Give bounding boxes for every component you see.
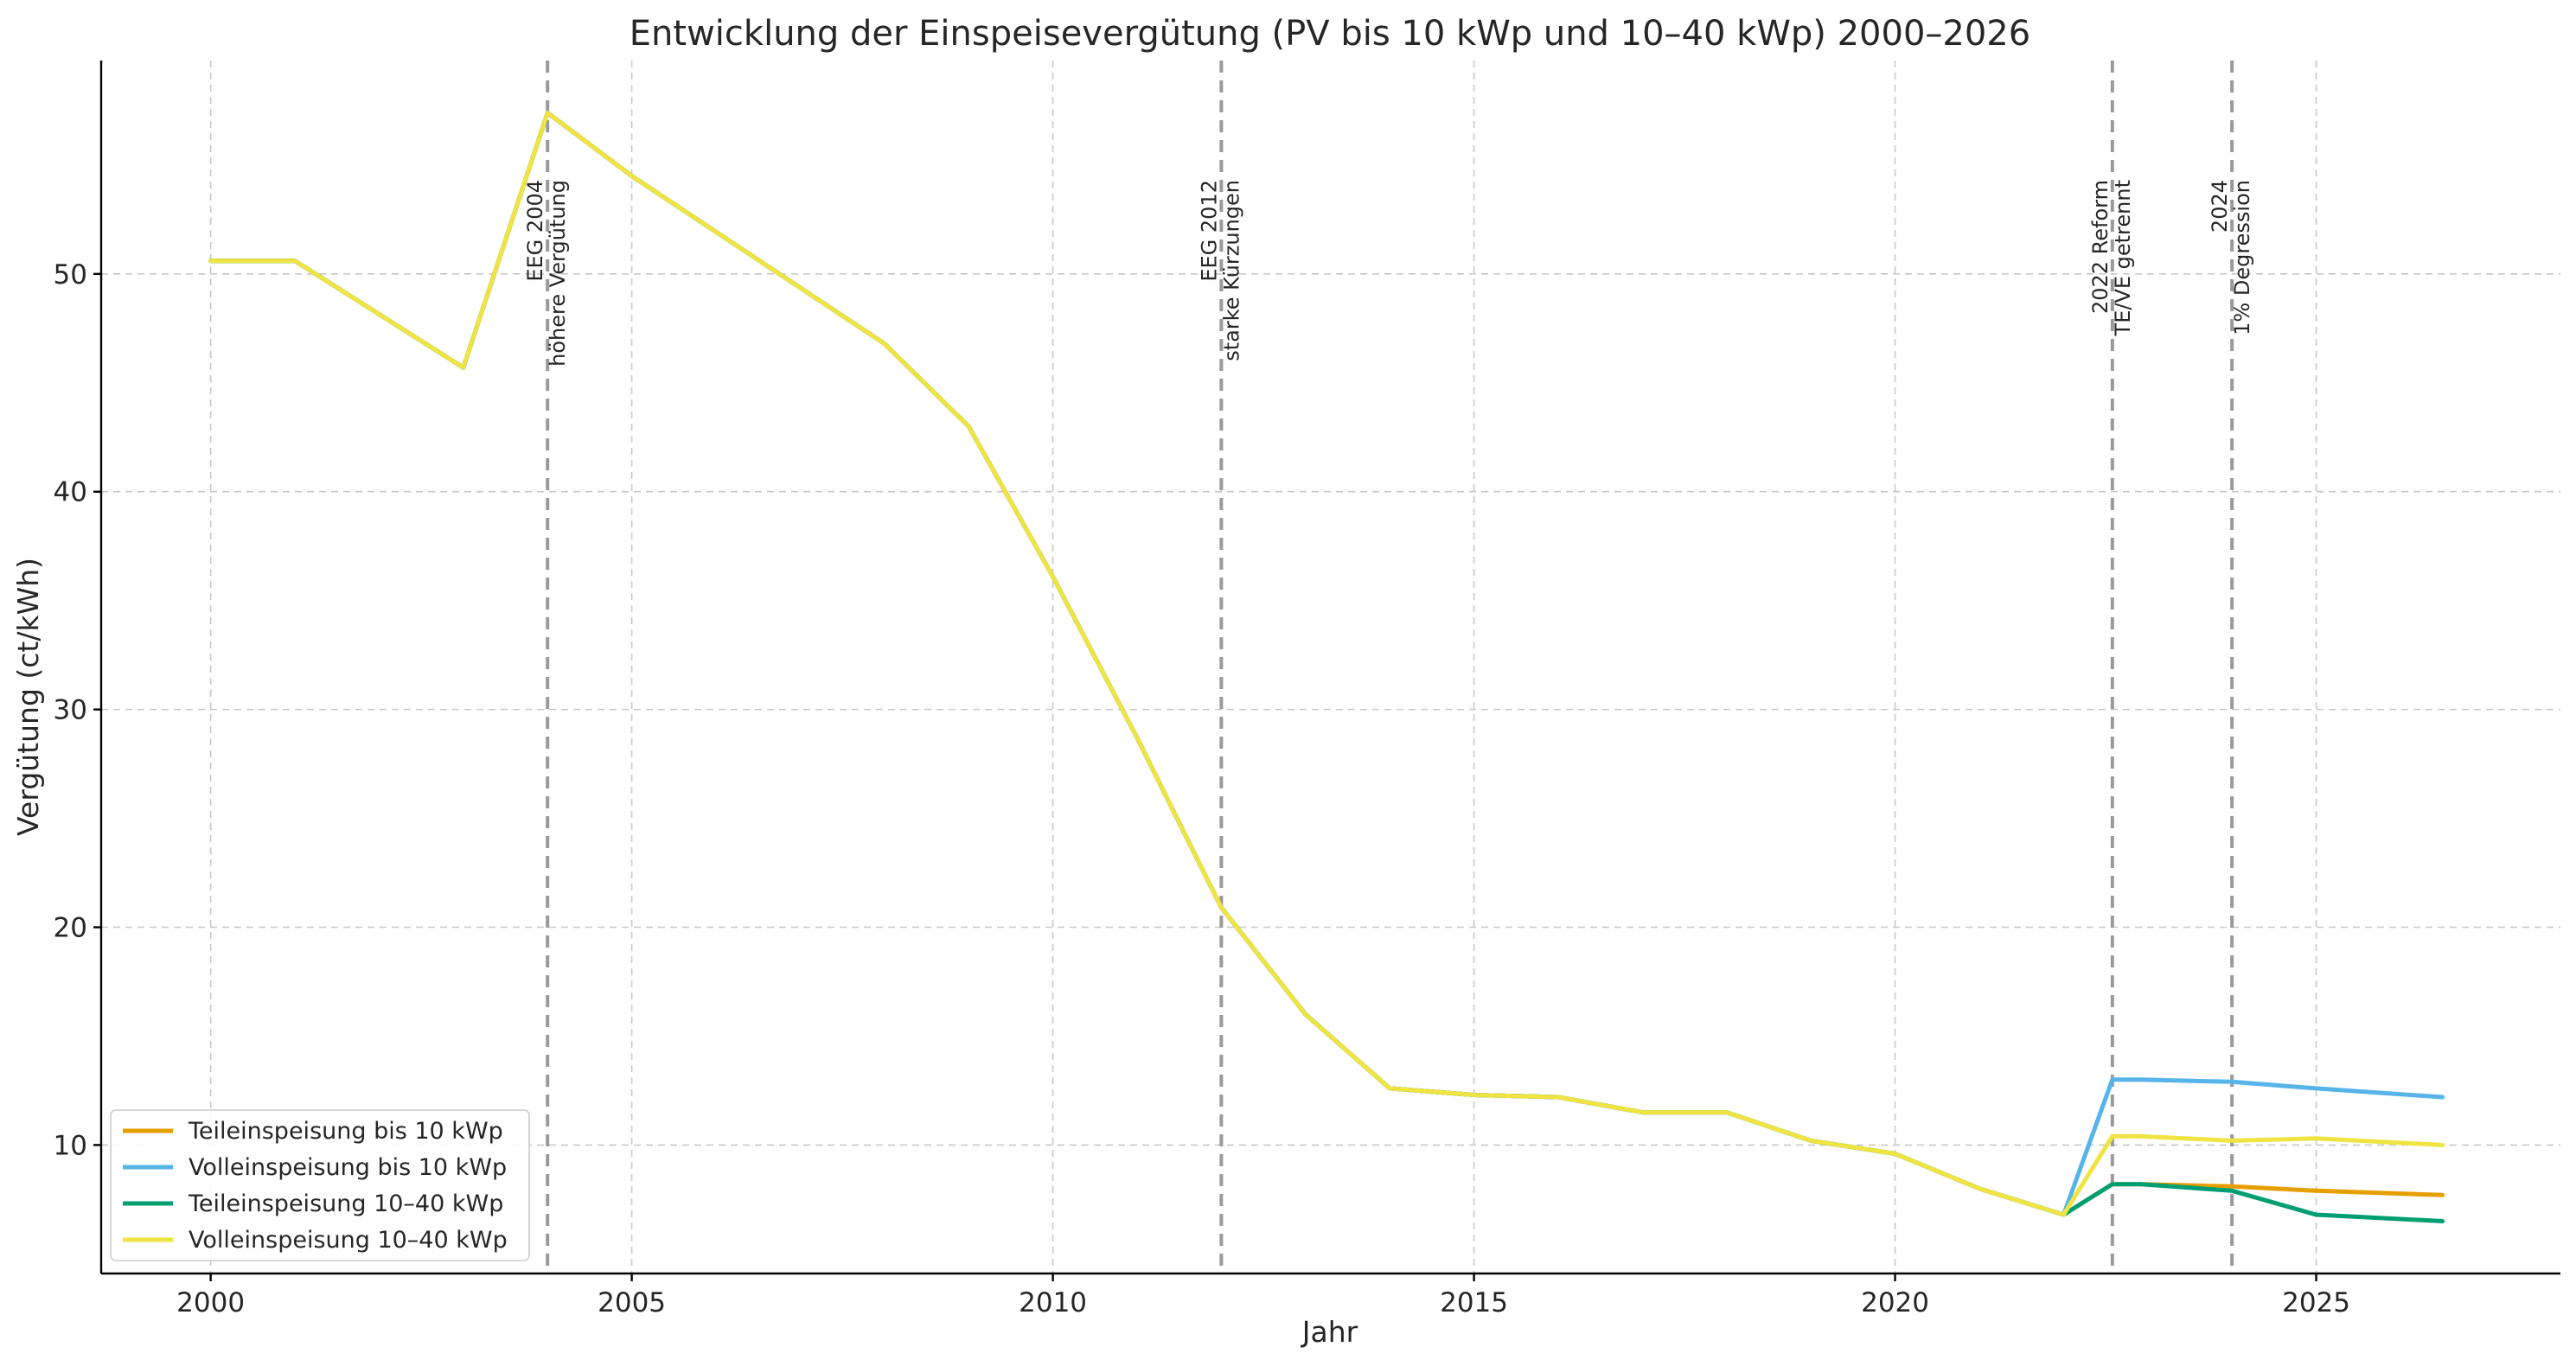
- y-tick-label: 40: [54, 477, 87, 508]
- chart-title: Entwicklung der Einspeisevergütung (PV b…: [630, 14, 2030, 54]
- event-label-line: 1% Degression: [2230, 180, 2254, 335]
- x-axis-title: Jahr: [1301, 1315, 1358, 1349]
- event-label-line: TE/VE getrennt: [2111, 180, 2135, 336]
- legend-label: Volleinspeisung bis 10 kWp: [189, 1154, 507, 1181]
- x-tick-label: 2025: [2282, 1287, 2350, 1318]
- y-tick-label: 20: [54, 913, 87, 944]
- axes: 2000 2005 2010 2015 2020 2025 10 20 30 40 50: [54, 61, 2560, 1318]
- legend-label: Volleinspeisung 10–40 kWp: [189, 1227, 508, 1254]
- y-axis-title: Vergütung (ct/kWh): [11, 558, 45, 836]
- data-series: [208, 111, 2445, 1223]
- y-tick-label: 10: [54, 1130, 87, 1161]
- x-tick-label: 2015: [1440, 1287, 1508, 1318]
- event-label-line: höhere Vergütung: [546, 180, 570, 367]
- event-label-line: EEG 2004: [523, 180, 547, 282]
- grid: [101, 61, 2560, 1273]
- x-tick-label: 2005: [598, 1287, 666, 1318]
- x-tick-label: 2000: [176, 1287, 245, 1318]
- legend-label: Teileinspeisung bis 10 kWp: [188, 1118, 503, 1145]
- legend: Teileinspeisung bis 10 kWp Volleinspeisun…: [110, 1109, 530, 1261]
- event-label-line: EEG 2012: [1197, 180, 1221, 282]
- x-tick-label: 2010: [1019, 1287, 1087, 1318]
- y-tick-label: 30: [54, 695, 87, 726]
- x-tick-label: 2020: [1861, 1287, 1929, 1318]
- legend-box: [110, 1109, 530, 1261]
- event-label-line: starke Kürzungen: [1219, 180, 1243, 361]
- series-line: [208, 111, 2445, 1217]
- event-label-line: 2022 Reform: [2088, 180, 2113, 314]
- y-tick-label: 50: [54, 259, 87, 290]
- event-label-line: 2024: [2208, 180, 2232, 233]
- legend-label: Teileinspeisung 10–40 kWp: [188, 1190, 503, 1217]
